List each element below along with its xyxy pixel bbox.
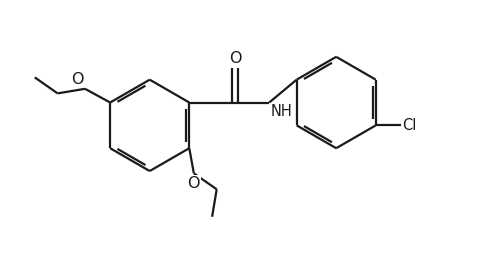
Text: O: O: [188, 176, 200, 191]
Text: O: O: [228, 51, 241, 66]
Text: NH: NH: [271, 104, 292, 119]
Text: O: O: [71, 72, 84, 87]
Text: Cl: Cl: [402, 118, 417, 133]
